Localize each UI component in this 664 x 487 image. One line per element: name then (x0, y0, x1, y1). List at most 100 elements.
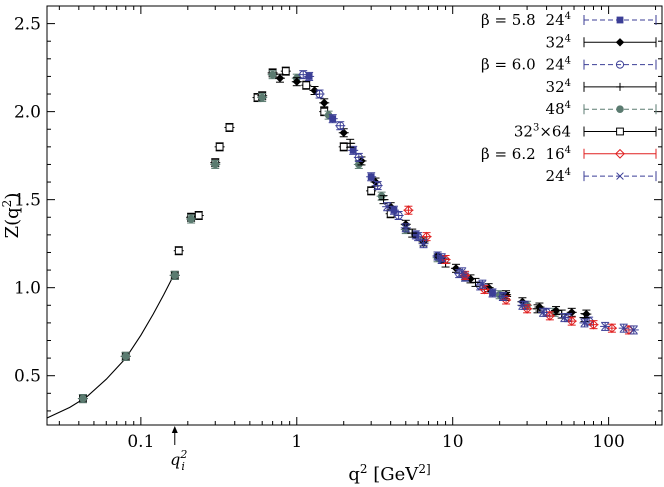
data-point (412, 231, 420, 239)
legend-entry: 324 (546, 33, 657, 51)
data-point (299, 70, 308, 79)
data-point (329, 115, 337, 123)
legend-marker (615, 148, 625, 159)
legend-entry: 324 (546, 78, 657, 96)
data-point (320, 98, 329, 108)
legend-lattice-label: 244 (546, 11, 571, 29)
legend-marker (615, 38, 625, 47)
legend-entry: β = 6.2 164 (481, 145, 657, 163)
data-point (566, 316, 577, 327)
data-point (339, 142, 348, 151)
legend-lattice-label: 323×64 (514, 123, 571, 141)
legend-lattice-label: 244 (546, 167, 571, 185)
legend-entry: β = 6.0 244 (481, 56, 657, 74)
y-tick-label: 0.5 (14, 367, 41, 387)
y-tick-label: 1.5 (14, 191, 41, 211)
legend-lattice-label: 244 (546, 56, 571, 74)
legend-marker (615, 60, 625, 69)
series (382, 202, 639, 335)
data-point (390, 206, 398, 214)
data-point (367, 173, 375, 181)
data-point (394, 211, 403, 220)
data-point (560, 313, 569, 322)
data-point (215, 142, 224, 151)
data-point (619, 324, 628, 332)
legend-marker (616, 105, 624, 113)
data-point (174, 246, 183, 255)
legend-group-label: β = 6.0 (481, 56, 536, 74)
data-point (433, 251, 442, 261)
data-point (489, 289, 496, 297)
data-point (567, 308, 576, 317)
legend-entry: β = 5.8 244 (481, 11, 657, 29)
legend-lattice-label: 324 (546, 78, 571, 96)
y-tick-label: 2.5 (14, 15, 41, 35)
y-tick-label: 2.0 (14, 103, 41, 123)
data-point (268, 70, 277, 79)
x-tick-label: 0.1 (127, 432, 154, 452)
x-tick-label: 100 (592, 432, 624, 452)
data-point (402, 224, 410, 232)
series (304, 71, 498, 298)
data-point (367, 186, 376, 195)
data-point (281, 67, 290, 76)
annotation-label: q2 i (170, 448, 187, 473)
data-point (373, 181, 382, 190)
fit-curve (46, 276, 174, 419)
data-point (354, 153, 363, 162)
series (403, 205, 634, 335)
data-point (305, 73, 313, 80)
data-point (339, 128, 348, 137)
legend-marker (616, 172, 624, 180)
data-point (336, 121, 345, 130)
data-point (630, 326, 638, 334)
data-point (346, 139, 355, 148)
data-point (535, 302, 544, 312)
legend-lattice-label: 484 (546, 100, 571, 118)
data-point (471, 278, 480, 287)
legend-entry: 323×64 (514, 123, 657, 141)
data-point (408, 229, 417, 238)
data-point (544, 310, 555, 321)
data-point (170, 271, 179, 280)
x-tick-label: 10 (442, 432, 464, 452)
x-axis-title: q2 [GeV2] (348, 462, 430, 485)
legend-marker (616, 127, 624, 136)
y-axis-title: Z(q2) (0, 193, 23, 239)
legend-group-label: β = 5.8 (481, 11, 536, 29)
data-point (499, 292, 507, 301)
data-layer (77, 66, 639, 404)
legend-entry: 484 (546, 100, 657, 118)
fit-curve-layer (46, 276, 174, 419)
data-point (275, 73, 285, 83)
legend-marker (616, 82, 624, 91)
data-point (518, 301, 527, 310)
plot-frame (46, 5, 663, 426)
data-point (478, 280, 487, 288)
legend: β = 5.8 244 324 β = 6.0 244 324 484 323×64 β = 6… (481, 11, 657, 185)
series (77, 70, 560, 404)
data-point (403, 205, 414, 216)
legend-group-label: β = 6.2 (481, 145, 536, 163)
y-tick-label: 1.0 (14, 279, 41, 299)
data-point (580, 319, 589, 327)
data-point (437, 253, 446, 262)
data-point (79, 394, 87, 403)
legend-marker (616, 16, 624, 24)
data-point (315, 89, 324, 99)
data-point (458, 268, 466, 276)
data-point (302, 81, 311, 90)
annotation-arrow-head (171, 426, 178, 433)
data-point (601, 322, 609, 331)
data-point (194, 211, 203, 220)
x-tick-label: 1 (291, 432, 302, 452)
data-point (349, 146, 357, 154)
data-point (292, 77, 301, 86)
data-point (121, 352, 130, 361)
data-point (187, 215, 195, 223)
axes: 0.1 1 10 100 0.5 1.0 1.5 2.0 2.5 q2 [GeV2] Z(q2) (0, 6, 662, 485)
data-point (258, 93, 266, 102)
plot-area (46, 5, 663, 426)
data-point (211, 160, 220, 169)
